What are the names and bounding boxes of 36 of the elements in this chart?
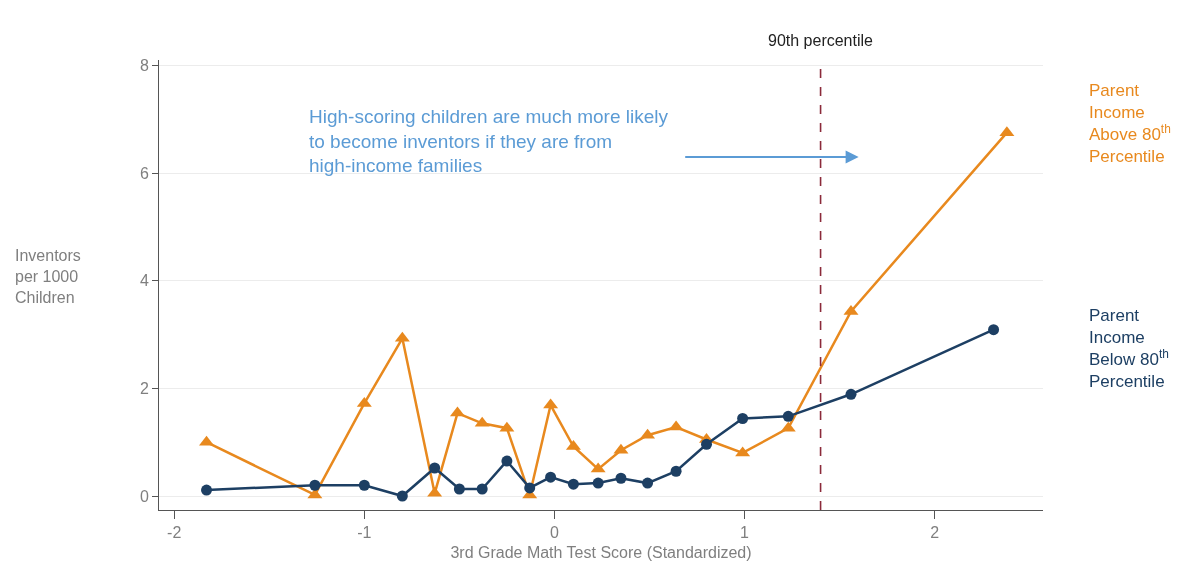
text: Parent Income Above 80$^{th}$ Percentile bbox=[1089, 81, 1171, 167]
point bbox=[615, 472, 627, 484]
point bbox=[737, 412, 749, 424]
point bbox=[501, 455, 513, 467]
y-tick-label: 8 bbox=[139, 56, 149, 74]
point bbox=[309, 479, 321, 491]
point bbox=[642, 477, 654, 489]
point bbox=[670, 465, 682, 477]
x-tick-label: 2 bbox=[930, 524, 940, 542]
y-tick-label: 4 bbox=[139, 272, 149, 290]
point bbox=[429, 462, 441, 474]
point bbox=[201, 484, 213, 496]
ref-line-label: 90th percentile bbox=[768, 32, 874, 49]
point bbox=[988, 324, 1000, 336]
x-tick-label: 0 bbox=[549, 524, 559, 542]
y-tick-label: 2 bbox=[139, 379, 149, 397]
point bbox=[524, 482, 536, 494]
point bbox=[592, 477, 604, 489]
point bbox=[453, 483, 465, 495]
x-axis-title: 3rd Grade Math Test Score (Standardized) bbox=[450, 543, 752, 561]
y-tick-label: 0 bbox=[139, 487, 149, 505]
text: Parent Income Below 80$^{th}$ Percentile bbox=[1089, 306, 1169, 392]
point bbox=[567, 478, 579, 490]
point bbox=[545, 471, 557, 483]
annotation: High-scoring children are much more likely to become inventors if they are from high-income families bbox=[309, 106, 669, 177]
point bbox=[358, 479, 370, 491]
point bbox=[845, 388, 857, 400]
x-tick-label: -2 bbox=[167, 524, 182, 542]
point bbox=[476, 483, 488, 495]
y-tick-label: 6 bbox=[139, 164, 149, 182]
point bbox=[701, 438, 713, 450]
y-axis-title: Inventors per 1000 Children bbox=[15, 247, 81, 306]
x-tick-label: -1 bbox=[357, 524, 372, 542]
x-tick-label: 1 bbox=[740, 524, 750, 542]
point bbox=[782, 410, 794, 422]
point bbox=[396, 490, 408, 502]
